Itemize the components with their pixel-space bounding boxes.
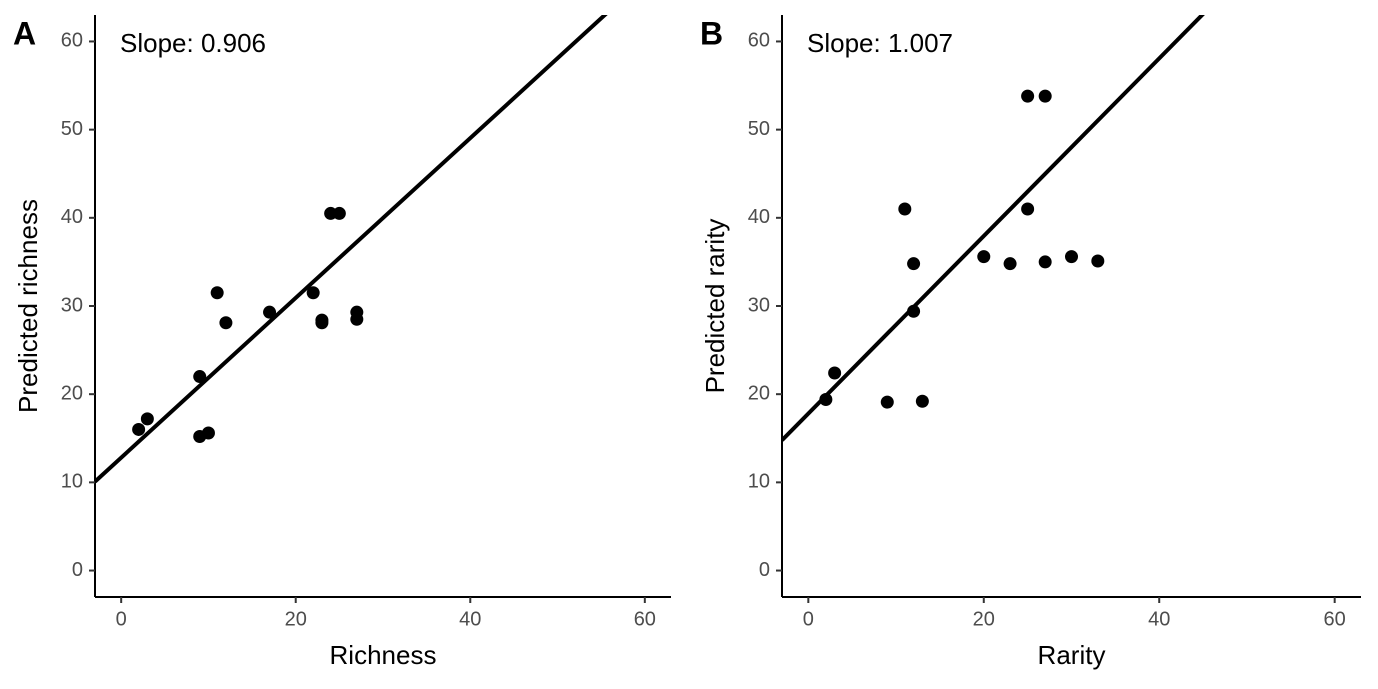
y-axis-title: Predicted richness bbox=[13, 199, 43, 413]
x-tick-label: 20 bbox=[973, 608, 995, 630]
panel-label: A bbox=[13, 15, 36, 51]
panel-label: B bbox=[700, 15, 723, 51]
y-tick-label: 50 bbox=[748, 118, 770, 140]
y-axis-title: Predicted rarity bbox=[700, 219, 730, 394]
point bbox=[201, 426, 215, 440]
y-tick-label: 30 bbox=[61, 294, 83, 316]
point bbox=[898, 202, 912, 216]
y-tick-label: 60 bbox=[61, 30, 83, 52]
y-tick-label: 50 bbox=[61, 118, 83, 140]
point bbox=[880, 395, 894, 409]
point bbox=[915, 394, 929, 408]
point bbox=[1021, 89, 1035, 103]
point bbox=[1021, 202, 1035, 216]
y-tick-label: 60 bbox=[748, 30, 770, 52]
point bbox=[193, 370, 207, 384]
x-tick-label: 0 bbox=[116, 608, 127, 630]
point bbox=[219, 316, 233, 330]
point bbox=[1038, 89, 1052, 103]
point bbox=[332, 206, 346, 220]
point bbox=[828, 366, 842, 380]
point bbox=[140, 412, 154, 426]
x-tick-label: 0 bbox=[803, 608, 814, 630]
point bbox=[907, 304, 921, 318]
point bbox=[1065, 250, 1078, 264]
point bbox=[315, 316, 329, 330]
x-tick-label: 20 bbox=[285, 608, 307, 630]
x-tick-label: 40 bbox=[459, 608, 481, 630]
y-tick-label: 40 bbox=[61, 206, 83, 228]
point bbox=[977, 250, 991, 264]
point bbox=[819, 392, 833, 406]
x-tick-label: 60 bbox=[634, 608, 656, 630]
point bbox=[907, 257, 921, 271]
x-axis-title: Richness bbox=[330, 640, 437, 670]
y-tick-label: 0 bbox=[759, 559, 770, 581]
y-tick-label: 30 bbox=[748, 294, 770, 316]
point bbox=[1003, 257, 1017, 271]
point bbox=[263, 305, 277, 319]
y-tick-label: 0 bbox=[72, 559, 83, 581]
point bbox=[210, 286, 224, 300]
panel: 0 20 40 60 0 10 20 30 40 50 60 Rarity Predicted rari… bbox=[700, 15, 1361, 670]
point bbox=[1038, 255, 1052, 269]
point bbox=[132, 422, 146, 436]
point bbox=[350, 312, 364, 326]
point bbox=[1091, 254, 1105, 268]
x-tick-label: 60 bbox=[1324, 608, 1346, 630]
y-tick-label: 20 bbox=[61, 382, 83, 404]
x-tick-label: 40 bbox=[1148, 608, 1170, 630]
y-tick-label: 10 bbox=[748, 471, 770, 493]
fit-line bbox=[782, 15, 1205, 442]
annotation: Slope: 0.906 bbox=[120, 28, 266, 58]
x-axis-title: Rarity bbox=[1038, 640, 1106, 670]
y-tick-label: 20 bbox=[748, 382, 770, 404]
annotation: Slope: 1.007 bbox=[807, 28, 953, 58]
point bbox=[306, 286, 320, 300]
y-tick-label: 40 bbox=[748, 206, 770, 228]
y-tick-label: 10 bbox=[61, 471, 83, 493]
panel: 0 20 40 60 0 10 20 30 40 50 60 Richness Predicted ri… bbox=[13, 15, 671, 670]
fit-line bbox=[95, 15, 608, 484]
